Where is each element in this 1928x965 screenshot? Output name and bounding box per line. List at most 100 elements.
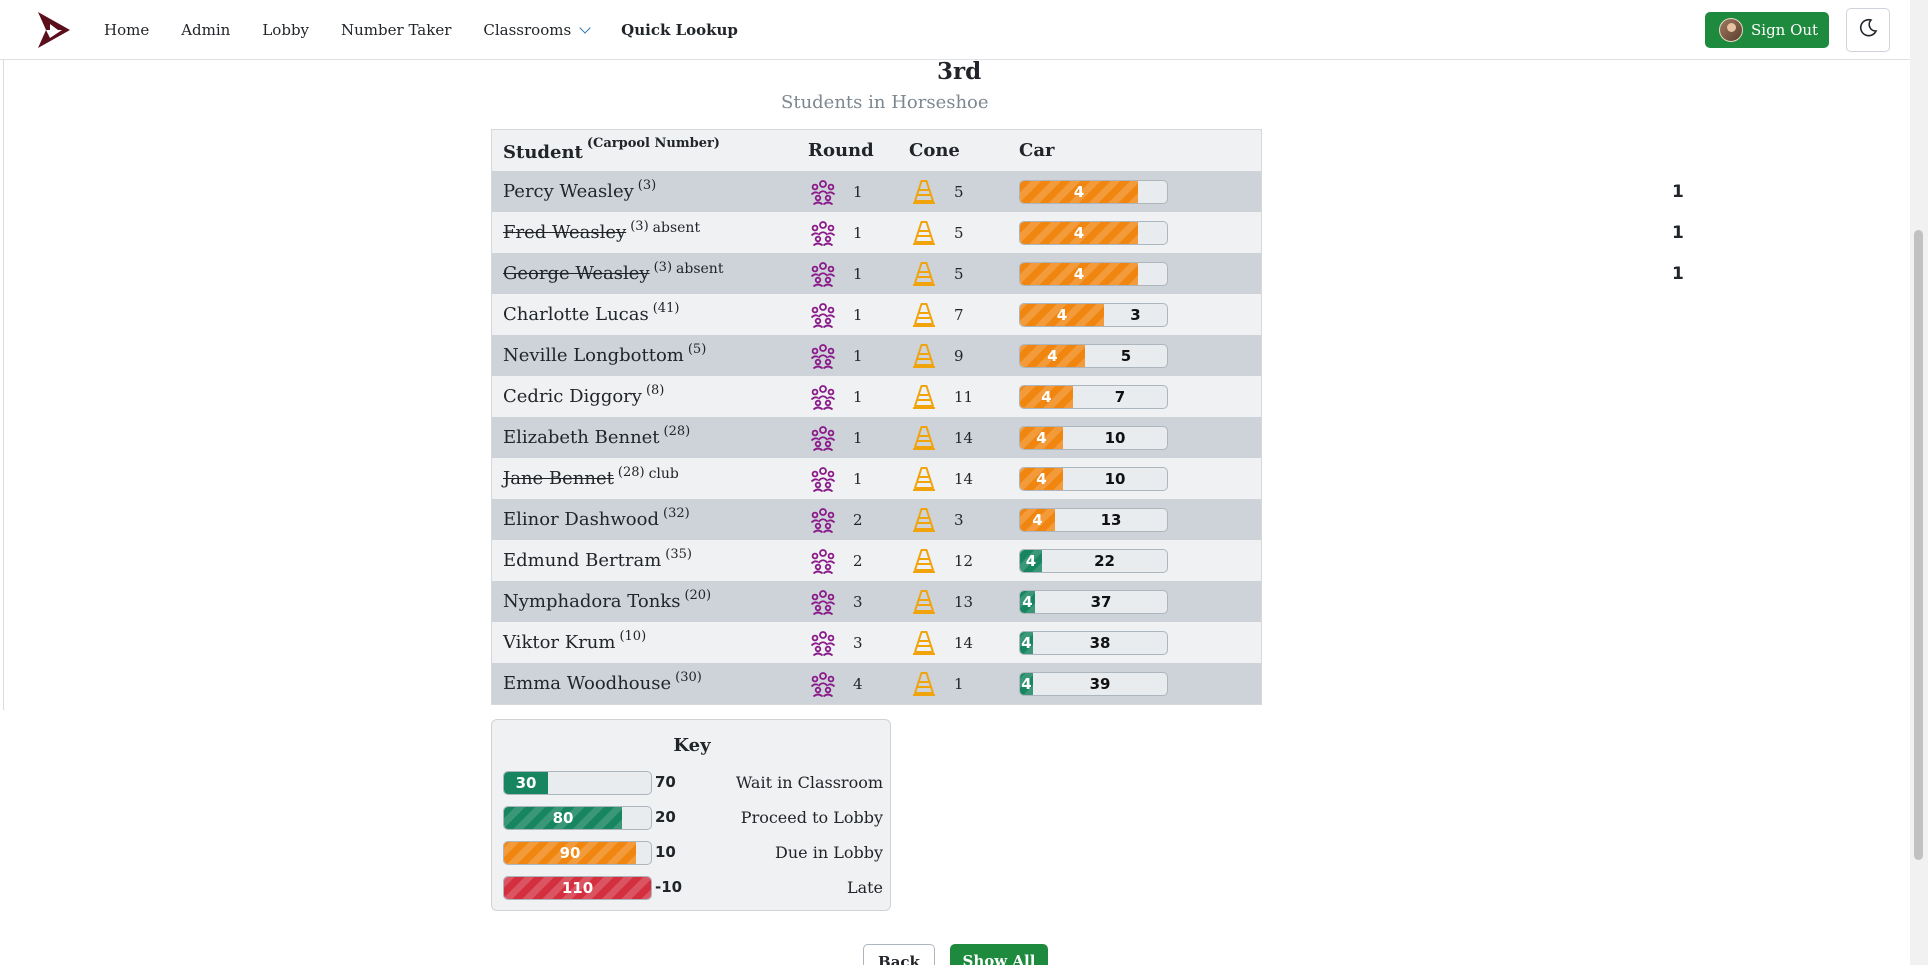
sign-out-label: Sign Out <box>1751 21 1819 39</box>
theme-toggle-button[interactable] <box>1846 8 1890 52</box>
traffic-cone-icon <box>912 458 936 499</box>
nav-quick-lookup[interactable]: Quick Lookup <box>621 21 738 39</box>
nav-admin-label: Admin <box>181 21 231 39</box>
car-remaining: 10 <box>1104 469 1126 488</box>
car-progress-fill: 4 <box>1020 385 1073 408</box>
car-progress: 4 22 <box>1019 540 1168 581</box>
nav-lobby[interactable]: Lobby <box>262 21 309 39</box>
page-subtitle: Students in Horseshoe <box>781 92 989 113</box>
group-icon <box>810 581 836 622</box>
car-progress-bar: 4 <box>1019 179 1168 204</box>
group-icon <box>810 540 836 581</box>
back-button[interactable]: Back <box>863 944 935 965</box>
cone-value: 12 <box>954 551 974 570</box>
scrollbar[interactable] <box>1910 0 1928 965</box>
key-row: 30 70 Wait in Classroom <box>503 771 883 795</box>
round-value: 1 <box>853 428 863 447</box>
carpool-number: (3) <box>637 178 657 193</box>
carpool-number: (10) <box>619 629 647 644</box>
nav-lobby-label: Lobby <box>262 21 310 39</box>
header-student: Student (Carpool Number) <box>503 136 720 163</box>
flag-logo-icon[interactable] <box>36 10 72 50</box>
car-remaining: 38 <box>1089 633 1111 652</box>
group-icon <box>810 417 836 458</box>
nav-classrooms[interactable]: Classrooms <box>483 21 591 39</box>
cone-value: 7 <box>954 305 964 324</box>
car-remaining: 37 <box>1090 592 1112 611</box>
traffic-cone-icon <box>912 581 936 622</box>
cone-value: 5 <box>954 223 964 242</box>
page-edge <box>3 60 4 710</box>
cone-value: 11 <box>954 387 974 406</box>
car-progress-bar: 4 38 <box>1019 630 1168 655</box>
car-progress: 4 39 <box>1019 663 1168 704</box>
student-name: Elizabeth Bennet <box>503 427 660 448</box>
cone-value: 3 <box>954 510 964 529</box>
key-label: Due in Lobby <box>775 843 883 862</box>
car-progress: 4 10 <box>1019 458 1168 499</box>
cone-value: 5 <box>954 264 964 283</box>
key-value: 10 <box>655 843 676 861</box>
student-name: Emma Woodhouse <box>503 673 672 694</box>
navbar: Home Admin Lobby Number Taker Classrooms Quic… <box>0 0 1910 60</box>
student-name-cell: Percy Weasley (3) <box>503 171 656 212</box>
car-progress-fill: 4 <box>1020 303 1104 326</box>
nav-home[interactable]: Home <box>104 21 149 39</box>
key-progress-fill: 110 <box>504 877 651 899</box>
table-row: Jane Bennet (28) club 1 14 4 10 <box>492 458 1261 499</box>
student-name-cell: Elinor Dashwood (32) <box>503 499 690 540</box>
table-row: Emma Woodhouse (30) 4 1 4 39 <box>492 663 1261 704</box>
nav-quick-lookup-label: Quick Lookup <box>621 21 738 39</box>
carpool-number: (32) <box>663 506 690 521</box>
car-progress-fill: 4 <box>1020 221 1138 244</box>
table-row: Fred Weasley (3) absent 1 5 4 1 <box>492 212 1684 253</box>
nav-number-taker[interactable]: Number Taker <box>341 21 451 39</box>
traffic-cone-icon <box>912 212 936 253</box>
cone-value: 1 <box>954 674 964 693</box>
student-note: club <box>648 465 679 482</box>
car-progress: 4 10 <box>1019 417 1168 458</box>
carpool-number: (35) <box>665 547 692 562</box>
group-icon <box>810 294 836 335</box>
sign-out-button[interactable]: Sign Out <box>1705 12 1829 48</box>
group-icon <box>810 458 836 499</box>
header-cone: Cone <box>909 140 960 161</box>
key-value: 70 <box>655 773 676 791</box>
carpool-number: (28) <box>617 465 645 480</box>
car-progress: 4 37 <box>1019 581 1168 622</box>
carpool-number: (41) <box>652 301 680 316</box>
cone-value: 13 <box>954 592 974 611</box>
round-value: 1 <box>853 223 863 242</box>
traffic-cone-icon <box>912 499 936 540</box>
car-count-after: 1 <box>1672 263 1684 284</box>
table-row: Cedric Diggory (8) 1 11 4 7 <box>492 376 1261 417</box>
page-title: 3rd <box>937 58 982 85</box>
key-label: Late <box>846 878 883 897</box>
scrollbar-thumb[interactable] <box>1914 230 1923 860</box>
round-value: 1 <box>853 346 863 365</box>
group-icon <box>810 622 836 663</box>
traffic-cone-icon <box>912 253 936 294</box>
car-progress-bar: 4 10 <box>1019 466 1168 491</box>
carpool-number: (8) <box>645 383 665 398</box>
table-row: Nymphadora Tonks (20) 3 13 4 37 <box>492 581 1261 622</box>
student-name: George Weasley <box>503 263 650 284</box>
student-name-cell: Charlotte Lucas (41) <box>503 294 679 335</box>
nav-home-label: Home <box>104 21 150 39</box>
show-all-button[interactable]: Show All <box>950 944 1048 965</box>
car-progress-bar: 4 <box>1019 261 1168 286</box>
car-progress-fill: 4 <box>1020 631 1033 654</box>
nav-admin[interactable]: Admin <box>181 21 230 39</box>
key-progress-fill: 80 <box>504 807 622 829</box>
car-progress-fill: 4 <box>1020 344 1085 367</box>
car-progress-bar: 4 13 <box>1019 507 1168 532</box>
table-row: Neville Longbottom (5) 1 9 4 5 <box>492 335 1261 376</box>
round-value: 3 <box>853 633 863 652</box>
key-progress-bar: 80 <box>503 806 652 830</box>
round-value: 1 <box>853 264 863 283</box>
carpool-number: (3) <box>630 219 649 234</box>
car-remaining: 13 <box>1100 510 1122 529</box>
